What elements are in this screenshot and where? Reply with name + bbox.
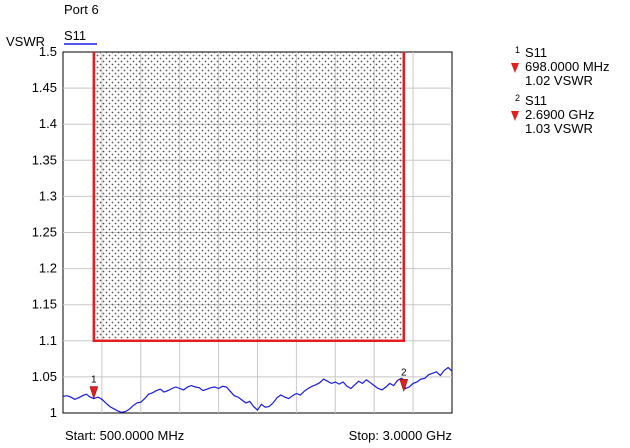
marker-frequency: 698.0000 MHz — [525, 59, 610, 74]
marker-value: 1.03 VSWR — [525, 121, 593, 136]
y-tick-labels: 1.5 1.45 1.4 1.35 1.3 1.25 1.2 1.15 1.1 1.05 1 — [32, 44, 57, 420]
limit-region-fill — [93, 52, 404, 341]
y-tick-label: 1.4 — [39, 116, 57, 131]
marker-readout-panel: 1 S11 698.0000 MHz 1.02 VSWR 2 S11 2.690… — [506, 45, 626, 142]
marker-readout-2: 2 S11 2.6900 GHz 1.03 VSWR — [506, 93, 626, 136]
y-tick-label: 1.35 — [32, 152, 57, 167]
y-unit-label: VSWR — [6, 34, 45, 49]
y-tick-label: 1.05 — [32, 369, 57, 384]
marker-2-triangle — [399, 379, 409, 393]
marker-triangle-icon — [511, 63, 519, 73]
marker-triangle-icon — [511, 111, 519, 121]
marker-1-label: 1 — [91, 375, 97, 386]
stop-frequency-label: Stop: 3.0000 GHz — [349, 428, 452, 443]
y-tick-label: 1.5 — [39, 44, 57, 59]
limit-line — [92, 52, 406, 343]
marker-2-label: 2 — [401, 367, 407, 378]
y-tick-label: 1.2 — [39, 261, 57, 276]
marker-frequency: 2.6900 GHz — [525, 107, 595, 122]
trace-label: S11 — [64, 28, 86, 43]
s11-trace — [63, 366, 452, 413]
trace-markers: 12 — [89, 367, 409, 400]
y-tick-label: 1.3 — [39, 188, 57, 203]
marker-trace: S11 — [525, 45, 548, 60]
y-tick-label: 1.1 — [39, 333, 57, 348]
y-tick-label: 1.45 — [32, 80, 57, 95]
limit-region — [92, 52, 406, 343]
y-tick-label: 1.25 — [32, 225, 57, 240]
y-tick-label: 1.15 — [32, 297, 57, 312]
marker-readout-1: 1 S11 698.0000 MHz 1.02 VSWR — [506, 45, 626, 88]
start-frequency-label: Start: 500.0000 MHz — [65, 428, 184, 443]
marker-1-triangle — [89, 386, 99, 400]
trace-line — [63, 366, 452, 413]
marker-number: 1 — [515, 45, 521, 55]
marker-value: 1.02 VSWR — [525, 73, 593, 88]
marker-number: 2 — [515, 93, 521, 103]
y-tick-label: 1 — [50, 405, 57, 420]
port-label: Port 6 — [64, 2, 99, 17]
marker-trace: S11 — [525, 93, 548, 108]
